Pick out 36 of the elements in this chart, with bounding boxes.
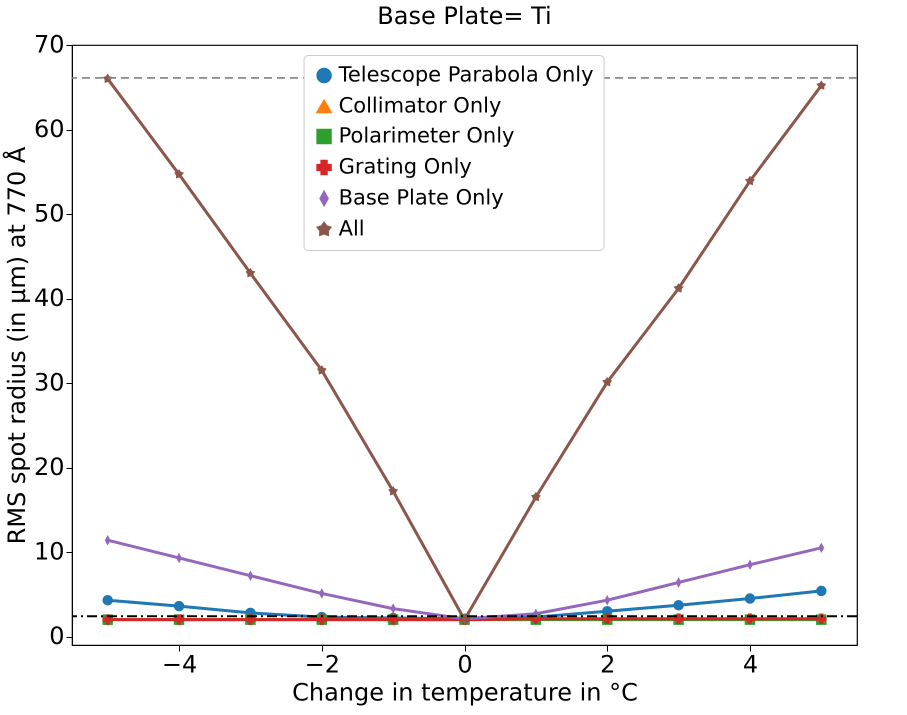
legend-label: All [338,216,365,240]
point [674,283,684,293]
legend-label: Collimator Only [338,94,502,118]
y-tick-label: 50 [34,200,64,228]
y-tick-label: 70 [34,30,64,58]
legend-label: Polarimeter Only [338,124,514,148]
legend-label: Grating Only [338,154,472,178]
x-tick-label: 2 [600,650,616,678]
point [530,492,541,502]
legend-label: Telescope Parabola Only [338,62,594,86]
y-tick-label: 20 [34,453,64,482]
y-tick-label: 40 [34,284,64,312]
point [744,593,756,604]
y-tick-label: 60 [34,115,64,144]
y-tick-label: 10 [34,538,64,566]
point [174,600,184,612]
point [744,176,755,186]
x-tick-label: 4 [742,650,758,678]
y-axis-title: RMS spot radius (in μm) at 770 Å [2,146,31,544]
point [245,268,256,278]
x-tick-label: −2 [304,650,340,678]
legend-label: Base Plate Only [338,186,504,210]
point [673,600,684,611]
point [816,80,826,90]
chart-title: Base Plate= Ti [377,2,552,30]
point [174,169,184,179]
y-tick-label: 30 [34,368,64,397]
x-tick-label: −4 [162,650,198,678]
x-axis-title: Change in temperature in °C [292,678,638,706]
point [316,365,327,375]
point [602,376,612,386]
y-tick-label: 0 [49,622,64,650]
x-tick-label: 0 [457,650,473,678]
point [388,486,398,496]
point [102,594,113,606]
point [816,586,827,596]
